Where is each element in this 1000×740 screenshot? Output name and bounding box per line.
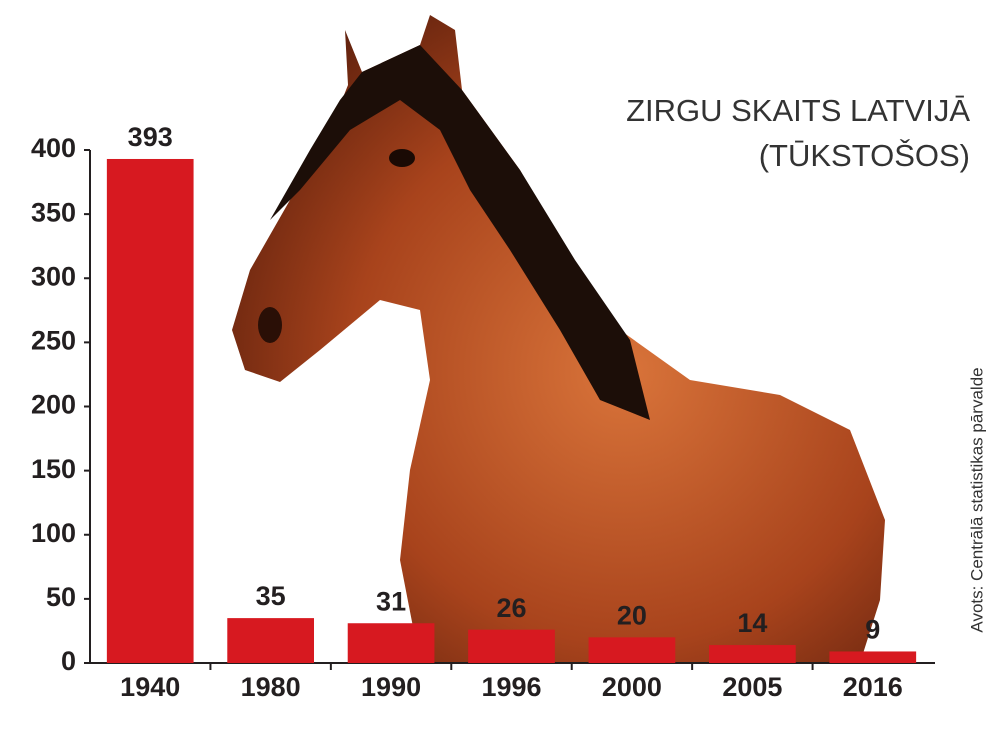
bar xyxy=(227,618,314,663)
chart-subtitle: (TŪKSTOŠOS) xyxy=(759,138,970,173)
horse-nostril xyxy=(258,307,282,343)
horse-body xyxy=(232,15,885,663)
value-label: 393 xyxy=(128,122,173,152)
bar xyxy=(829,651,917,663)
horse-eye xyxy=(389,149,415,167)
x-tick-label: 1980 xyxy=(241,672,301,702)
y-tick-label: 0 xyxy=(61,646,76,676)
y-tick-label: 150 xyxy=(31,454,76,484)
value-label: 14 xyxy=(737,608,767,638)
chart-title: ZIRGU SKAITS LATVIJĀ xyxy=(626,93,970,128)
x-tick-label: 1940 xyxy=(120,672,180,702)
y-tick-label: 350 xyxy=(31,197,76,227)
source-note: Avots: Centrālā statistikas pārvalde xyxy=(967,367,986,632)
y-tick-label: 400 xyxy=(31,133,76,163)
x-tick-label: 1990 xyxy=(361,672,421,702)
bar xyxy=(709,645,796,663)
y-tick-label: 50 xyxy=(46,582,76,612)
bar xyxy=(347,623,435,663)
horse-mane xyxy=(270,45,650,420)
horse-illustration xyxy=(232,15,885,663)
bar xyxy=(588,637,676,663)
value-label: 31 xyxy=(376,586,406,616)
x-tick-label: 2016 xyxy=(843,672,903,702)
value-label: 35 xyxy=(256,581,286,611)
value-label: 20 xyxy=(617,600,647,630)
y-tick-label: 200 xyxy=(31,390,76,420)
bar xyxy=(468,629,555,663)
bar xyxy=(106,158,194,664)
value-label: 9 xyxy=(865,615,880,645)
x-tick-label: 2005 xyxy=(722,672,782,702)
x-tick-label: 2000 xyxy=(602,672,662,702)
y-tick-label: 100 xyxy=(31,518,76,548)
y-tick-label: 300 xyxy=(31,261,76,291)
x-tick-label: 1996 xyxy=(481,672,541,702)
value-label: 26 xyxy=(496,593,526,623)
y-tick-label: 250 xyxy=(31,326,76,356)
